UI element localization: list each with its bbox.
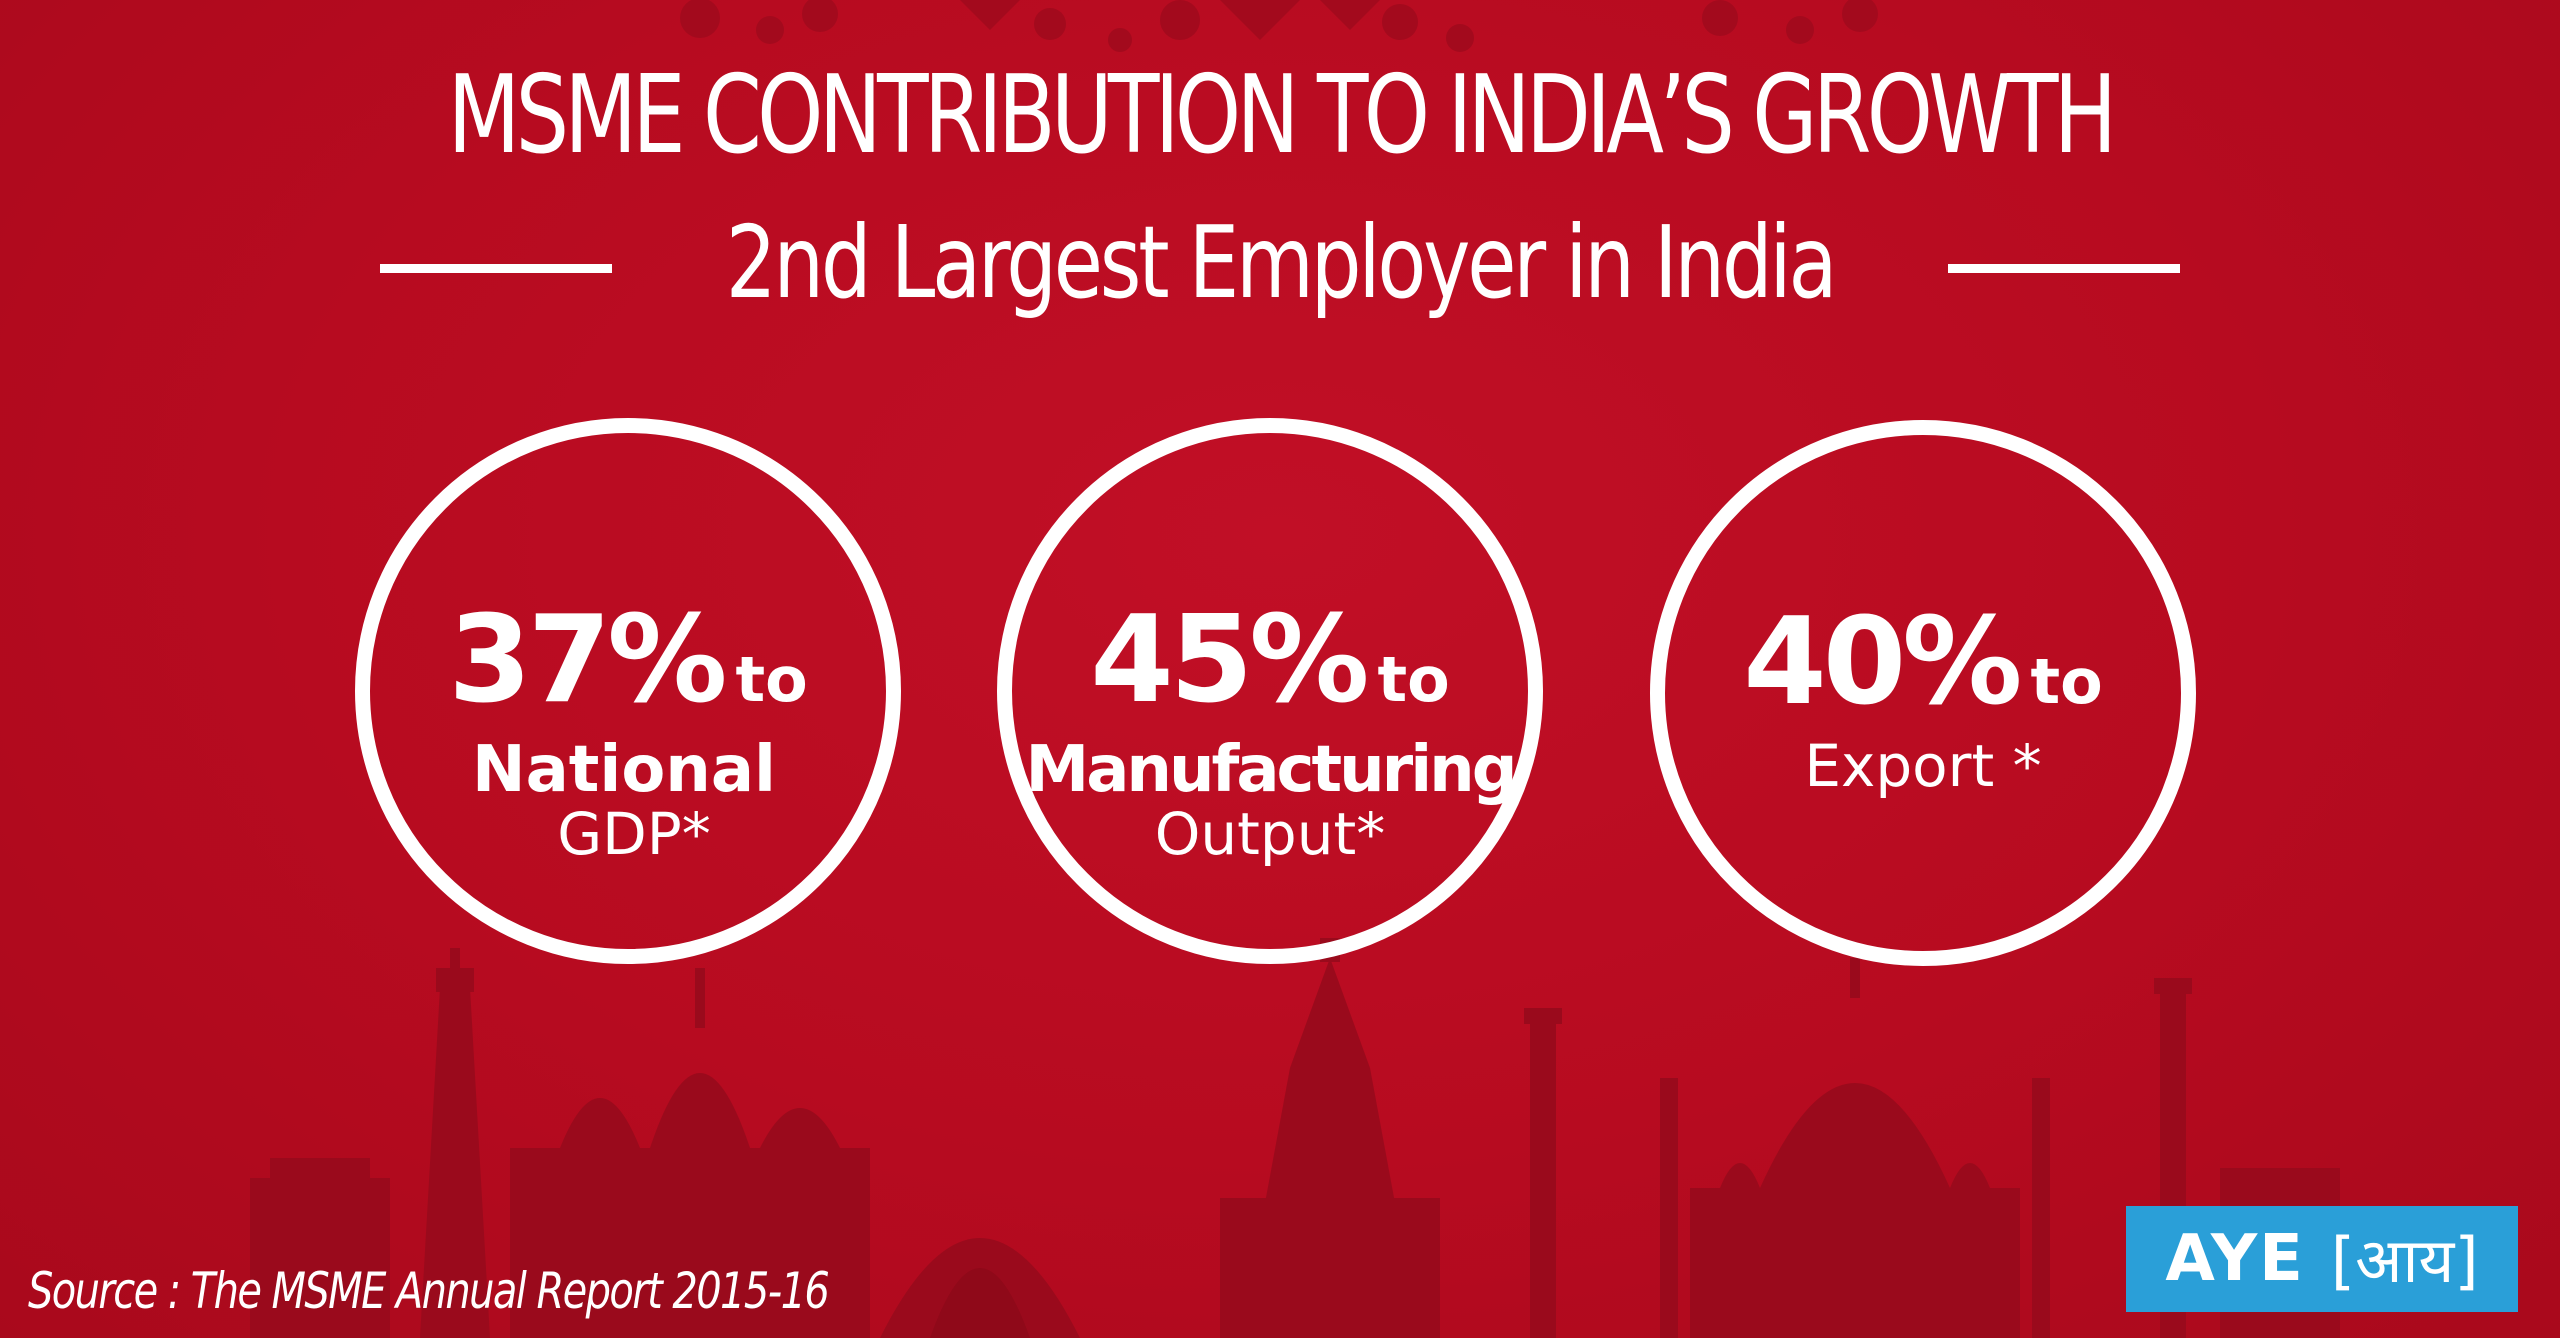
stat-label-line1: Export *: [1804, 732, 2042, 800]
stat-label-line1: Manufacturing: [1025, 733, 1518, 807]
aye-logo: AYE [आय]: [2126, 1206, 2518, 1312]
stat-suffix: to: [2030, 645, 2103, 718]
subtitle-row: 2nd Largest Employer in India: [0, 208, 2560, 328]
stat-circle-gdp: 37% to National GDP*: [355, 418, 901, 964]
stat-suffix: to: [735, 643, 808, 716]
stat-headline: 37% to: [370, 601, 886, 721]
subtitle: 2nd Largest Employer in India: [725, 204, 1838, 321]
stat-circle-export: 40% to Export *: [1650, 420, 2196, 966]
stat-value: 40%: [1743, 593, 2022, 732]
decorative-pattern: [680, 0, 1878, 52]
logo-text: AYE: [2165, 1222, 2305, 1296]
stat-suffix: to: [1377, 643, 1450, 716]
stat-headline: 40% to: [1665, 603, 2181, 723]
subtitle-rule-left: [380, 264, 612, 273]
stat-label-line1: National: [472, 733, 776, 807]
subtitle-rule-right: [1948, 264, 2180, 273]
stat-label-line2: Output*: [1154, 800, 1386, 868]
stat-headline: 45% to: [1012, 601, 1528, 721]
stat-value: 45%: [1090, 591, 1369, 730]
logo-hindi-text: [आय]: [2330, 1224, 2479, 1297]
main-title: MSME CONTRIBUTION TO INDIA’S GROWTH: [447, 53, 2118, 178]
stat-circle-manufacturing: 45% to Manufacturing Output*: [997, 418, 1543, 964]
stat-label-line2: GDP*: [557, 800, 711, 868]
source-note: Source : The MSME Annual Report 2015-16: [28, 1262, 830, 1320]
stat-value: 37%: [448, 591, 727, 730]
